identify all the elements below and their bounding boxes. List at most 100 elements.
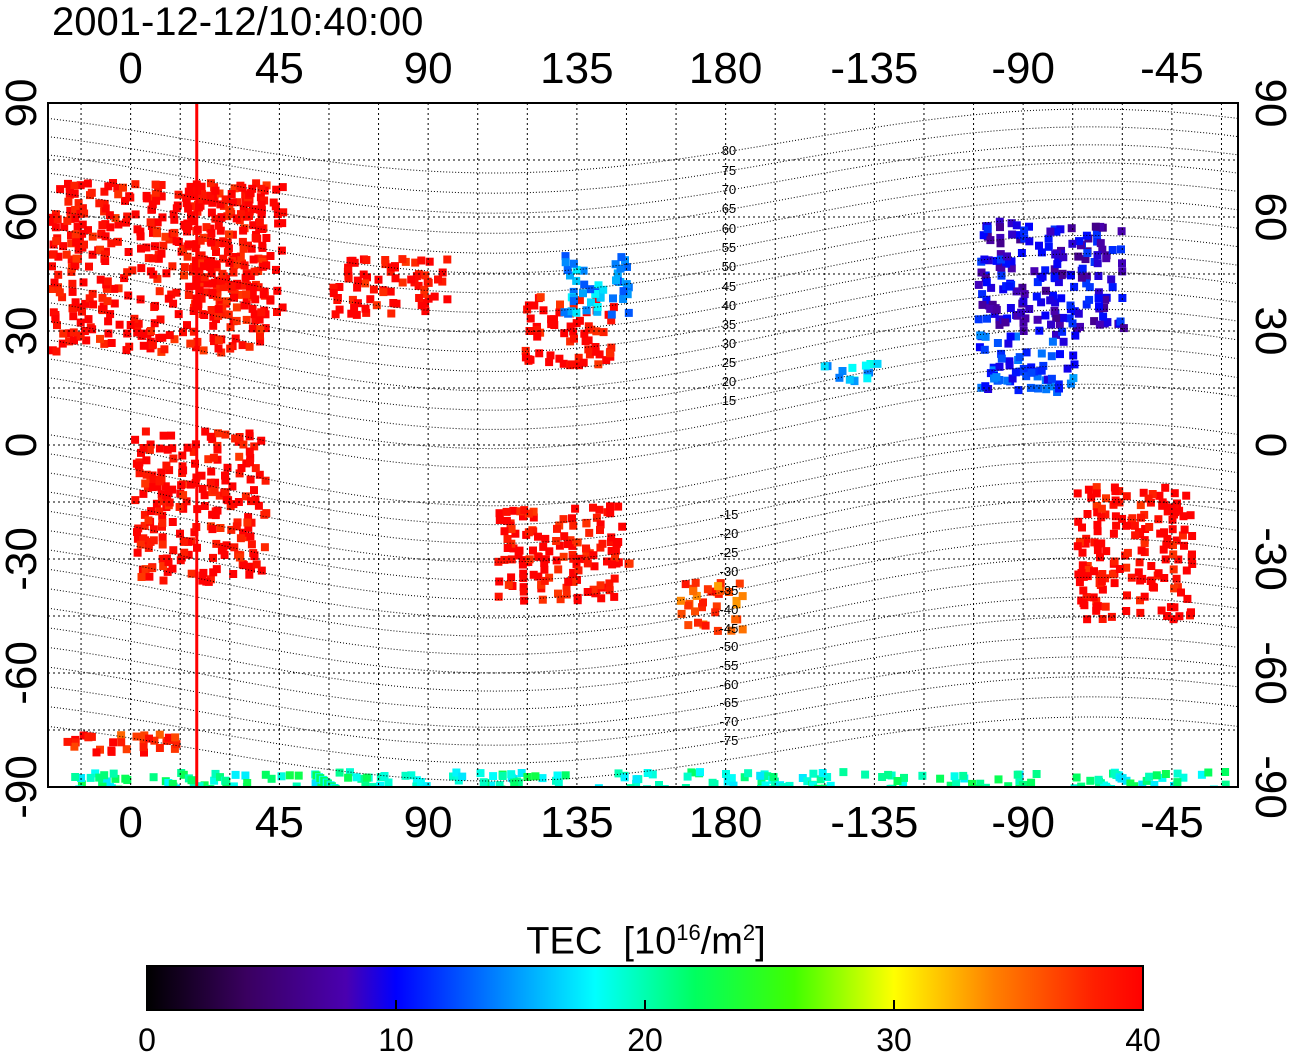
tec-cell xyxy=(131,435,140,444)
tec-cell xyxy=(353,283,362,292)
tec-cell xyxy=(229,570,238,578)
tec-cell xyxy=(1056,350,1064,359)
left-latitude-tick: -30 xyxy=(0,527,46,591)
tec-cell xyxy=(266,296,275,305)
tec-cell xyxy=(208,525,217,534)
tec-cell xyxy=(52,237,61,246)
tec-cell xyxy=(245,211,253,220)
tec-cell xyxy=(238,341,247,350)
tec-cell xyxy=(632,779,641,787)
tec-cell xyxy=(826,781,835,787)
tec-cell xyxy=(430,292,439,301)
tec-cell xyxy=(235,553,244,562)
tec-cell xyxy=(873,359,882,368)
tec-cell xyxy=(981,332,990,341)
tec-cell xyxy=(1046,227,1055,236)
tec-cell xyxy=(1069,374,1078,383)
tec-cell xyxy=(694,618,702,627)
tec-cell xyxy=(803,777,812,786)
tec-cell xyxy=(554,565,563,574)
tec-cell xyxy=(175,503,184,511)
mlat-label: -30 xyxy=(719,564,739,580)
tec-cell xyxy=(1041,311,1050,320)
tec-cell xyxy=(1017,308,1026,317)
tec-cell xyxy=(66,206,75,215)
tec-cell xyxy=(1005,357,1014,366)
mlat-label: 25 xyxy=(721,355,737,371)
tec-cell xyxy=(109,769,118,778)
tec-cell xyxy=(554,589,562,598)
tec-cell xyxy=(1102,782,1111,787)
tec-cell xyxy=(391,274,400,283)
tec-cell xyxy=(159,431,168,440)
tec-cell xyxy=(839,768,848,777)
tec-cell xyxy=(1046,382,1055,391)
tec-cell xyxy=(820,362,829,371)
tec-cell xyxy=(241,492,250,501)
tec-cell xyxy=(155,477,164,486)
tec-cell xyxy=(84,226,92,235)
tec-cell xyxy=(362,256,371,264)
tec-cell xyxy=(533,332,542,341)
tec-cell xyxy=(1063,364,1072,373)
tec-cell xyxy=(121,196,129,205)
tec-cell xyxy=(170,228,179,237)
tec-cell xyxy=(581,555,590,564)
left-latitude-tick: -90 xyxy=(0,755,46,819)
tec-cell xyxy=(190,528,199,537)
tec-cell xyxy=(224,310,233,319)
tec-cell xyxy=(1140,592,1149,601)
top-longitude-tick: 135 xyxy=(540,44,614,93)
tec-cell xyxy=(1115,565,1124,573)
tec-cell xyxy=(838,367,847,375)
tec-cell xyxy=(157,192,166,201)
tec-cell xyxy=(99,302,108,311)
tec-cell xyxy=(329,283,338,292)
tec-cell xyxy=(277,246,286,255)
tec-cell xyxy=(232,214,241,223)
tec-cell xyxy=(169,210,178,219)
tec-cell xyxy=(1092,229,1101,238)
tec-cell xyxy=(177,553,186,562)
tec-cell xyxy=(178,451,187,460)
tec-cell xyxy=(278,303,287,312)
tec-cell xyxy=(1093,527,1102,536)
tec-cell xyxy=(1172,536,1181,545)
tec-cell xyxy=(563,266,572,274)
mlat-label: -25 xyxy=(719,545,739,561)
tec-cell xyxy=(573,596,582,605)
tec-cell xyxy=(590,562,599,571)
tec-cell xyxy=(503,544,512,552)
tec-cell xyxy=(86,773,95,782)
tec-cell xyxy=(593,307,602,316)
tec-cell xyxy=(64,179,72,188)
tec-cell xyxy=(147,507,156,516)
tec-cell xyxy=(1109,529,1118,538)
tec-cell xyxy=(997,266,1006,275)
tec-cell xyxy=(261,476,270,485)
tec-cell xyxy=(798,774,807,782)
tec-cell xyxy=(216,200,225,209)
tec-cell xyxy=(158,333,167,342)
tec-cell xyxy=(1098,570,1107,578)
tec-cell xyxy=(569,521,578,530)
tec-cell xyxy=(261,324,270,333)
tec-cell xyxy=(845,375,854,384)
tec-cell xyxy=(216,524,225,532)
tec-cell xyxy=(227,525,236,534)
tec-cell xyxy=(1019,318,1028,327)
tec-cell xyxy=(62,250,71,259)
tec-cell xyxy=(756,771,765,780)
tec-cell xyxy=(274,219,283,228)
tec-cell xyxy=(207,269,216,278)
tec-cell xyxy=(1116,317,1125,326)
tec-cell xyxy=(778,783,787,787)
tec-cell xyxy=(716,586,725,595)
tec-cell xyxy=(519,583,528,592)
tec-cell xyxy=(1142,776,1151,785)
tec-cell xyxy=(1067,224,1076,233)
tec-cell xyxy=(222,541,231,550)
mlat-label: 15 xyxy=(721,393,737,409)
tec-cell xyxy=(623,290,632,299)
tec-cell xyxy=(1004,782,1013,787)
